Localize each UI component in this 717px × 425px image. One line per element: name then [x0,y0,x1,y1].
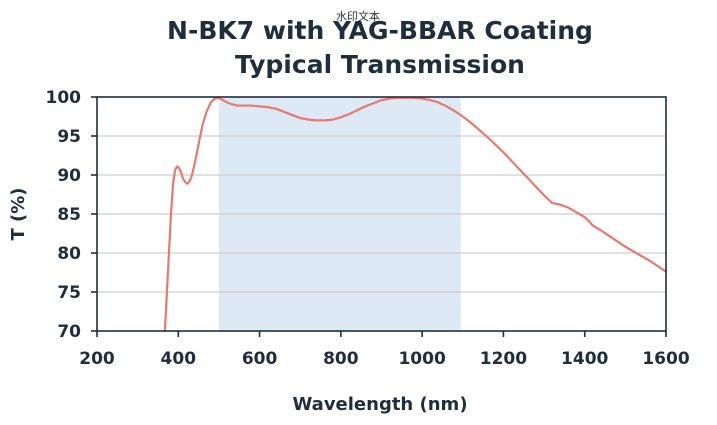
y-tick-label: 85 [57,205,81,225]
x-tick-label: 800 [323,349,359,369]
x-tick-label: 1200 [480,349,527,369]
x-axis-label: Wavelength (nm) [292,394,467,415]
y-tick-label: 80 [57,244,81,264]
x-tick-labels: 200 400 600 800 1000 1200 1400 1600 [79,349,690,369]
x-tick-label: 400 [161,349,197,369]
tick-marks [91,96,667,337]
y-tick-label: 100 [46,88,82,108]
x-tick-label: 1400 [561,349,608,369]
chart-title-line-1: N-BK7 with YAG-BBAR Coating [167,16,593,45]
plot-area [91,96,668,337]
watermark-text: 水印文本 [336,9,380,23]
x-tick-label: 200 [79,349,115,369]
y-tick-label: 70 [57,322,81,342]
x-tick-label: 600 [242,349,278,369]
y-tick-label: 95 [57,127,81,147]
y-tick-label: 75 [57,283,81,303]
y-tick-label: 90 [57,166,81,186]
chart-title-line-2: Typical Transmission [235,50,525,79]
x-tick-label: 1000 [398,349,445,369]
x-tick-label: 1600 [642,349,689,369]
y-tick-labels: 70 75 80 85 90 95 100 [46,88,82,342]
y-axis-label: T (%) [8,187,29,240]
transmission-line [163,96,668,333]
